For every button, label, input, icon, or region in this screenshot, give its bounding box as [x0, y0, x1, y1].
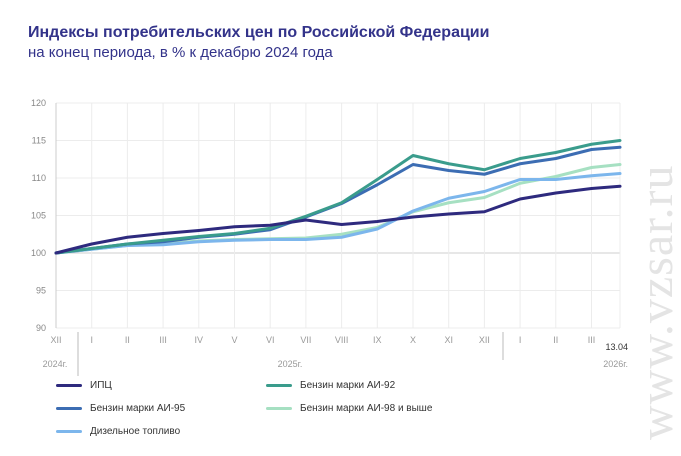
year-label: 2026г. — [603, 359, 628, 369]
y-tick-label: 110 — [32, 173, 46, 183]
chart-title: Индексы потребительских цен по Российско… — [28, 24, 490, 41]
x-tick-label: XI — [444, 335, 453, 345]
x-tick-label: IV — [195, 335, 204, 345]
legend-label: ИПЦ — [90, 380, 112, 391]
x-tick-label: 13.04 — [605, 342, 628, 352]
chart-subtitle: на конец периода, в % к декабрю 2024 год… — [28, 44, 333, 61]
x-tick-label: I — [519, 335, 522, 345]
legend-swatch — [266, 384, 292, 387]
year-label: 2025г. — [278, 359, 303, 369]
y-tick-label: 90 — [36, 323, 46, 333]
x-tick-label: II — [125, 335, 130, 345]
legend-item[interactable]: Дизельное топливо — [56, 426, 180, 437]
x-tick-label: VI — [266, 335, 275, 345]
x-tick-label: V — [231, 335, 237, 345]
series-line-0 — [54, 184, 622, 255]
legend-item[interactable]: ИПЦ — [56, 380, 112, 391]
legend-swatch — [266, 407, 292, 410]
legend-label: Бензин марки АИ-95 — [90, 403, 186, 414]
x-tick-label: XII — [479, 335, 490, 345]
legend-item[interactable]: Бензин марки АИ-98 и выше — [266, 403, 432, 414]
x-tick-label: I — [90, 335, 93, 345]
legend-label: Дизельное топливо — [90, 426, 181, 437]
legend-label: Бензин марки АИ-98 и выше — [300, 403, 433, 414]
series-line-1 — [54, 139, 622, 255]
y-tick-label: 100 — [31, 248, 46, 258]
watermark: www.vzsar.ru — [630, 164, 681, 440]
x-tick-label: III — [159, 335, 167, 345]
legend-item[interactable]: Бензин марки АИ-95 — [56, 403, 185, 414]
series-line-4 — [54, 172, 622, 255]
y-tick-label: 105 — [31, 211, 46, 221]
legend-swatch — [56, 430, 82, 433]
x-tick-label: II — [553, 335, 558, 345]
x-tick-label: VIII — [335, 335, 349, 345]
x-tick-label: XII — [50, 335, 61, 345]
x-tick-label: VII — [300, 335, 311, 345]
legend-swatch — [56, 384, 82, 387]
x-tick-label: X — [410, 335, 416, 345]
x-tick-label: IX — [373, 335, 382, 345]
x-tick-label: III — [588, 335, 596, 345]
y-tick-label: 120 — [31, 98, 46, 108]
y-tick-label: 95 — [36, 286, 46, 296]
legend-label: Бензин марки АИ-92 — [300, 380, 396, 391]
legend-swatch — [56, 407, 82, 410]
y-tick-label: 115 — [32, 136, 46, 146]
year-label: 2024г. — [43, 359, 68, 369]
legend-item[interactable]: Бензин марки АИ-92 — [266, 380, 395, 391]
